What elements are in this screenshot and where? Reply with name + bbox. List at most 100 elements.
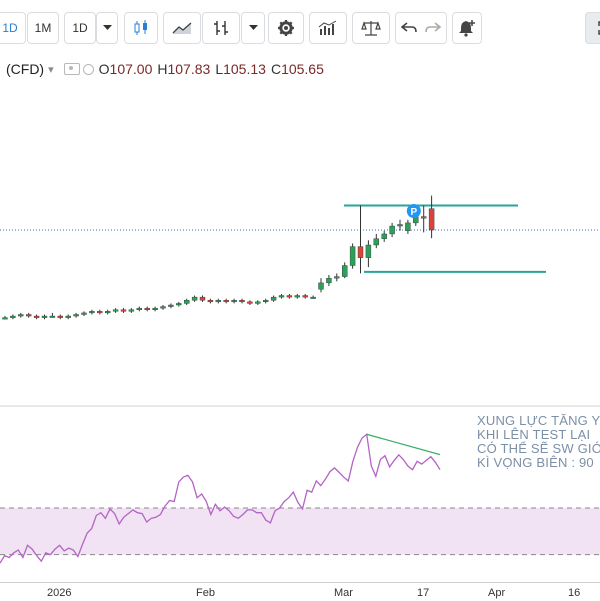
time-label-2026: 2026 [47,587,72,599]
candle-body [381,233,387,239]
candle-body [349,246,356,266]
candle-body [97,311,103,314]
ohlc-high-label: H [157,61,168,77]
candle-body [168,304,174,307]
compare-button[interactable] [352,12,390,44]
candle-body [81,312,87,315]
candle-body [2,317,8,320]
candle-body [160,306,166,309]
ohlc-low-label: L [215,61,224,77]
candle-body [428,208,435,231]
ohlc-open: O107.00 [99,61,153,77]
candle-body [18,314,24,317]
candle-body [33,315,40,318]
symbol-name[interactable]: (CFD) [6,61,45,77]
candle-body [397,224,403,227]
candle-body [357,246,364,258]
divergence-trend-line [366,433,441,456]
time-label-16: 16 [568,587,581,599]
ohlc-open-label: O [98,61,110,77]
add-alert-icon [459,20,475,37]
candle-body [365,244,372,258]
candle-body [120,309,127,312]
oscillator-pane [0,433,600,564]
time-label-17: 17 [417,587,430,599]
volume-button[interactable] [309,12,347,44]
top-toolbar: 1D 1M 1D [0,0,600,57]
interval-1d-button[interactable]: 1D [0,12,26,44]
interval-1d-alt-button[interactable]: 1D [64,12,96,44]
candle-body [310,296,316,299]
ohlc-high-value: 107.83 [167,61,211,77]
candle-body [89,311,95,314]
ohlc-low: L105.13 [215,61,266,77]
symbol-dropdown-icon[interactable]: ▾ [48,63,54,76]
candle-body [104,311,111,314]
candle-body [247,301,253,304]
area-chart-button[interactable] [163,12,201,44]
candle-body [286,295,293,298]
ohlc-open-value: 107.00 [109,61,153,77]
dropdown-caret-icon [102,25,112,30]
interval-dropdown-button[interactable] [96,12,118,44]
price-pane: P [0,195,600,320]
candle-body [263,300,269,303]
indicators-dropdown-button[interactable] [241,12,265,44]
candle-body [49,315,56,318]
interval-1m-button[interactable]: 1M [27,12,59,44]
redo-icon[interactable] [425,21,441,35]
candle-body [231,300,237,303]
ohlc-close-label: C [270,61,282,77]
candle-body [183,300,190,304]
candle-body [270,296,277,301]
balance-scale-icon [361,21,381,36]
ohlc-low-value: 105.13 [223,61,266,77]
candle-body [65,315,71,318]
add-alert-button[interactable] [452,12,482,44]
ohlc-close-value: 105.65 [281,61,324,77]
candlestick-chart-button[interactable] [124,12,158,44]
settings-circle-icon[interactable] [82,63,94,75]
candle-body [334,276,340,279]
settings-gear-icon [278,20,294,36]
area-chart-icon [172,22,192,34]
visibility-toggle-icon[interactable] [63,63,80,75]
candle-body [199,296,206,301]
dropdown-caret-icon [248,25,258,30]
candle-body [215,300,222,303]
settings-button[interactable] [268,12,304,44]
candle-body [136,307,143,310]
candle-body [112,309,119,312]
chart-annotation-text[interactable]: XUNG LỰC TĂNG Y KHI LÊN TEST LẠI CÓ THỂ … [477,414,600,470]
candle-body [223,300,229,303]
candle-body [373,238,379,246]
undo-redo-group [395,12,447,44]
candle-body [302,295,308,298]
undo-icon[interactable] [401,21,417,35]
candlestick-chart-icon [134,20,147,35]
candle-body [278,295,285,298]
candle-body [10,315,16,318]
symbol-legend: (CFD) ▾ O107.00 H107.83 L105.13 C105.65 [0,58,600,80]
candle-body [57,315,63,318]
chart-canvas[interactable]: P [0,0,600,582]
candle-body [255,301,261,304]
candle-body [176,303,182,306]
time-label-feb: Feb [196,587,215,599]
candle-body [144,307,150,310]
ohlc-close: C105.65 [271,61,324,77]
annotation-line-4: KÌ VỌNG BIÊN : 90 [477,455,594,470]
candle-body [128,309,135,312]
time-axis[interactable]: 2026 Feb Mar 17 Apr 16 [0,582,600,601]
p-badge-label: P [410,207,417,218]
time-label-mar: Mar [334,587,353,599]
candle-body [191,296,198,301]
fullscreen-icon [598,21,600,35]
indicators-button[interactable] [202,12,240,44]
candle-body [342,265,348,277]
fullscreen-button[interactable] [585,12,600,44]
candle-body [207,300,214,303]
candle-body [152,307,158,310]
bar-volume-icon [318,20,337,35]
annotation-line-3: CÓ THỂ SẼ SW GIÓ [477,441,600,456]
